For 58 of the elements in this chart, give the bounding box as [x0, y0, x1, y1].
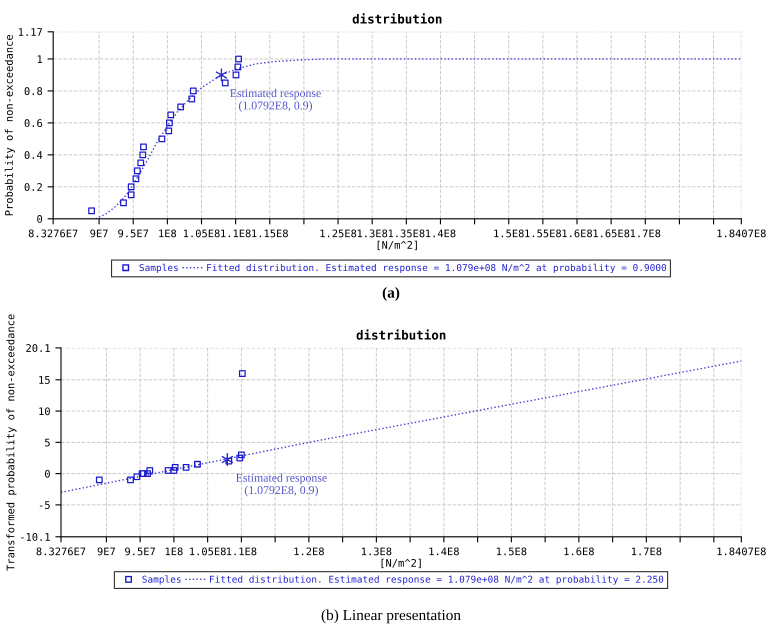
x-tick-label: 1.15E8 [252, 229, 288, 238]
chart-title: distribution [352, 13, 442, 24]
y-tick-label: 15 [39, 376, 50, 384]
y-tick-label: 0.6 [24, 119, 42, 128]
x-tick-label: 1.35E8 [388, 229, 424, 238]
x-tick-label: 9.5E7 [125, 547, 156, 556]
y-tick-label: 20.1 [26, 344, 50, 352]
y-tick-label: -10.1 [21, 533, 50, 541]
x-tick-label: 1.8407E8 [718, 547, 766, 556]
x-axis-title: [N/m^2] [378, 240, 417, 250]
y-tick-label: 10 [39, 407, 50, 416]
x-tick-label: 1.25E8 [320, 229, 356, 238]
text: (b) Linear presentation [322, 609, 461, 624]
annotation: Estimated response (1.0792E8, 0.9) [230, 88, 321, 112]
chart-title: distribution [356, 329, 446, 340]
x-tick-label: 1.4E8 [429, 547, 459, 556]
x-tick-label: 1.6E8 [564, 547, 594, 556]
annotation: Estimated response (1.0792E8, 0.9) [236, 473, 327, 496]
x-tick-label: 1.4E8 [426, 229, 456, 238]
x-tick-label: 1.5E8 [494, 229, 524, 238]
y-tick-label: 1 [38, 55, 42, 63]
x-tick-label: 1.1E8 [226, 547, 256, 556]
y-tick-label: 0 [37, 215, 42, 223]
x-tick-label: 1.3E8 [362, 547, 392, 556]
y-tick-label: 5 [45, 438, 50, 446]
x-axis-title: [N/m^2] [382, 558, 421, 568]
legend-label: Samples [140, 264, 178, 273]
x-tick-label: 1.6E8 [562, 229, 592, 238]
text: (a) [382, 286, 400, 301]
y-tick-label: 1.17 [18, 28, 42, 36]
legend-label: Samples [142, 575, 181, 585]
x-tick-label: 1.5E8 [496, 547, 526, 556]
x-tick-label: 1.55E8 [525, 229, 562, 238]
x-tick-label: 1E8 [166, 547, 183, 556]
x-tick-label: 9E7 [98, 547, 116, 556]
x-tick-label: 1.05E8 [190, 547, 226, 556]
x-tick-label: 9.5E7 [118, 229, 148, 238]
legend-label: Fitted distribution. Estimated response = 1.079e+08 N/m^2 at probability = 0.9000 [207, 264, 666, 273]
y-tick-label: 0 [44, 470, 50, 478]
y-tick-label: 0.2 [24, 183, 42, 191]
x-tick-label: 9E7 [90, 229, 108, 238]
y-tick-label: -5 [40, 501, 50, 510]
y-tick-label: 0.8 [24, 87, 42, 96]
y-tick-label: 0.4 [24, 151, 42, 159]
x-tick-label: 1.8407E8 [718, 229, 766, 238]
x-tick-label: 1.2E8 [294, 547, 324, 556]
y-axis-title: Probability of non-exceedance [4, 34, 15, 216]
x-tick-label: 1.65E8 [594, 229, 630, 238]
x-tick-label: 8.3276E7 [28, 229, 78, 238]
y-axis-title: Transformed probability of non-exceedance [6, 314, 16, 571]
x-tick-label: 1.05E8 [184, 229, 220, 238]
x-tick-label: 1.1E8 [221, 229, 251, 238]
x-tick-label: 1.3E8 [358, 229, 388, 238]
x-tick-label: 1.7E8 [630, 229, 660, 238]
x-tick-label: 8.3276E7 [36, 547, 86, 556]
x-tick-label: 1.7E8 [632, 547, 662, 556]
x-tick-label: 1E8 [159, 229, 176, 238]
legend-label: Fitted distribution. Estimated response = 1.079e+08 N/m^2 at probability = 2.250 [210, 575, 664, 585]
